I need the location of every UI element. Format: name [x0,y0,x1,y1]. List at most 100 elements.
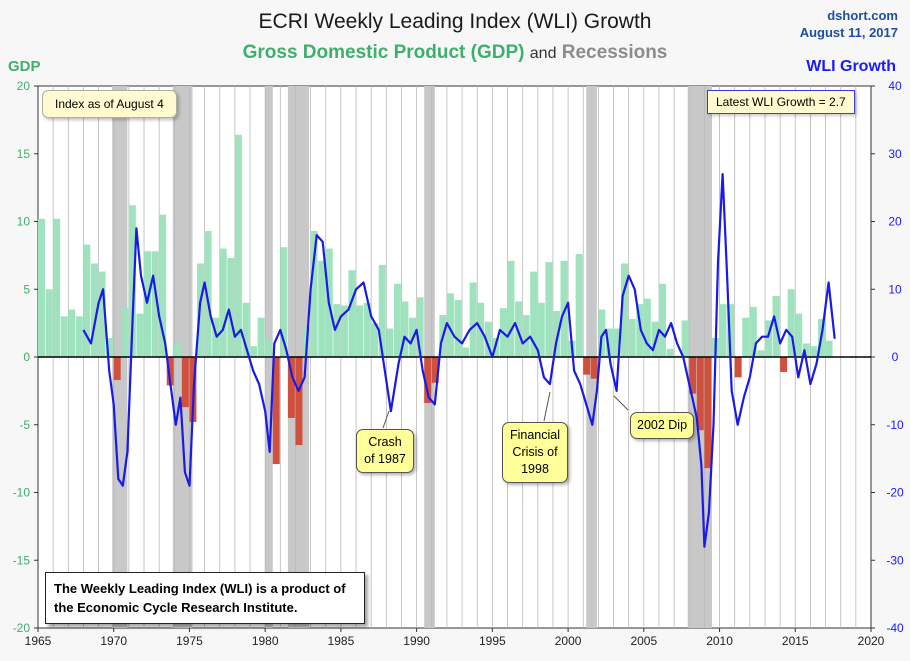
gdp-bar [462,347,470,357]
gdp-bar [598,309,606,357]
right-tick-label: -30 [886,553,904,567]
left-axis-title: GDP [8,58,41,75]
x-tick-label: 2020 [858,634,885,648]
gdp-bar [83,244,91,357]
right-tick-label: 0 [892,350,899,364]
gdp-bar [401,301,409,357]
gdp-bar [658,283,666,357]
gdp-bar [795,313,803,357]
gdp-bar [378,264,386,357]
right-tick-label: 40 [888,79,902,93]
gdp-bar [605,328,613,357]
left-tick-label: 20 [17,79,31,93]
gdp-bar [696,357,704,431]
callout-2002-dip: 2002 Dip [630,412,695,439]
latest-wli-note: Latest WLI Growth = 2.7 [707,90,855,114]
source-label: dshort.com [827,8,898,23]
gdp-bar [749,306,757,357]
x-tick-label: 1970 [100,634,127,648]
gdp-bar [727,304,735,357]
right-tick-label: 10 [888,282,902,296]
x-tick-label: 2000 [555,634,582,648]
gdp-bar [386,328,394,357]
gdp-bar [356,305,364,357]
gdp-bar [787,289,795,357]
gdp-bar [287,357,295,418]
gdp-bar [106,338,114,357]
left-tick-label: 5 [23,282,30,296]
gdp-bar [348,270,356,357]
gdp-bar [424,357,432,404]
gdp-bar [742,317,750,357]
x-tick-label: 2015 [782,634,809,648]
left-tick-label: -20 [13,621,31,635]
footnote: The Weekly Leading Index (WLI) is a prod… [45,572,365,624]
left-tick-label: -5 [19,418,30,432]
callout-pointer [613,395,629,411]
gdp-bar [484,321,492,357]
gdp-bar [234,134,242,357]
gdp-bar [681,320,689,357]
x-tick-label: 1965 [25,634,52,648]
gdp-bar [764,320,772,357]
gdp-bar [689,357,697,394]
gdp-bar [590,357,598,379]
gdp-bar [181,357,189,408]
left-tick-label: 0 [23,350,30,364]
gdp-bar [613,328,621,357]
callout-pointer [382,410,390,429]
gdp-bar [212,317,220,357]
gdp-bar [91,263,98,357]
gdp-bar [227,258,235,357]
right-axis-title: WLI Growth [806,58,896,75]
right-tick-label: 30 [888,147,902,161]
gdp-bar [159,214,167,357]
gdp-bar [545,262,553,357]
gdp-bar [666,348,674,357]
right-tick-label: 20 [888,215,902,229]
gdp-bar [643,298,651,357]
gdp-bar [128,205,136,357]
gdp-bar [454,300,462,357]
gdp-bar [719,304,727,357]
left-tick-label: -15 [13,553,31,567]
gdp-bar [174,343,182,357]
callout-financial-crisis-1998: Financial Crisis of 1998 [502,422,568,483]
gdp-bar [144,251,151,357]
gdp-bar [537,302,545,357]
gdp-bar [318,260,326,357]
x-tick-label: 2005 [630,634,657,648]
gdp-bar [295,357,303,446]
gdp-bar [363,302,371,357]
x-tick-label: 1980 [252,634,279,648]
gdp-bar [151,251,159,357]
wli-line [82,173,836,548]
gdp-bar [257,317,265,357]
gdp-bar [757,350,765,357]
chart-subtitle: Gross Domestic Product (GDP) and Recessi… [0,42,910,64]
gdp-bar [560,260,568,357]
gdp-bar [68,309,76,357]
left-tick-label: 15 [17,147,31,161]
gdp-bar [53,218,61,357]
gdp-bar [393,283,401,357]
callout-crash-1987: Crash of 1987 [356,429,414,473]
gdp-bar [60,316,68,357]
subtitle-recessions: Recessions [561,42,668,63]
gdp-bar [780,357,788,372]
x-tick-label: 2010 [706,634,733,648]
gdp-bar [810,346,818,357]
gdp-bar [113,357,121,381]
chart-title: ECRI Weekly Leading Index (WLI) Growth [258,10,652,33]
right-tick-label: -10 [886,418,904,432]
gdp-bar [280,247,288,357]
left-tick-label: -10 [13,486,31,500]
x-tick-label: 1985 [328,634,355,648]
gdp-bar [136,313,144,357]
gdp-bar [310,230,318,357]
gdp-bar [704,357,712,469]
gdp-bar [583,357,591,375]
gdp-bar [75,316,83,357]
gdp-bar [469,282,477,357]
